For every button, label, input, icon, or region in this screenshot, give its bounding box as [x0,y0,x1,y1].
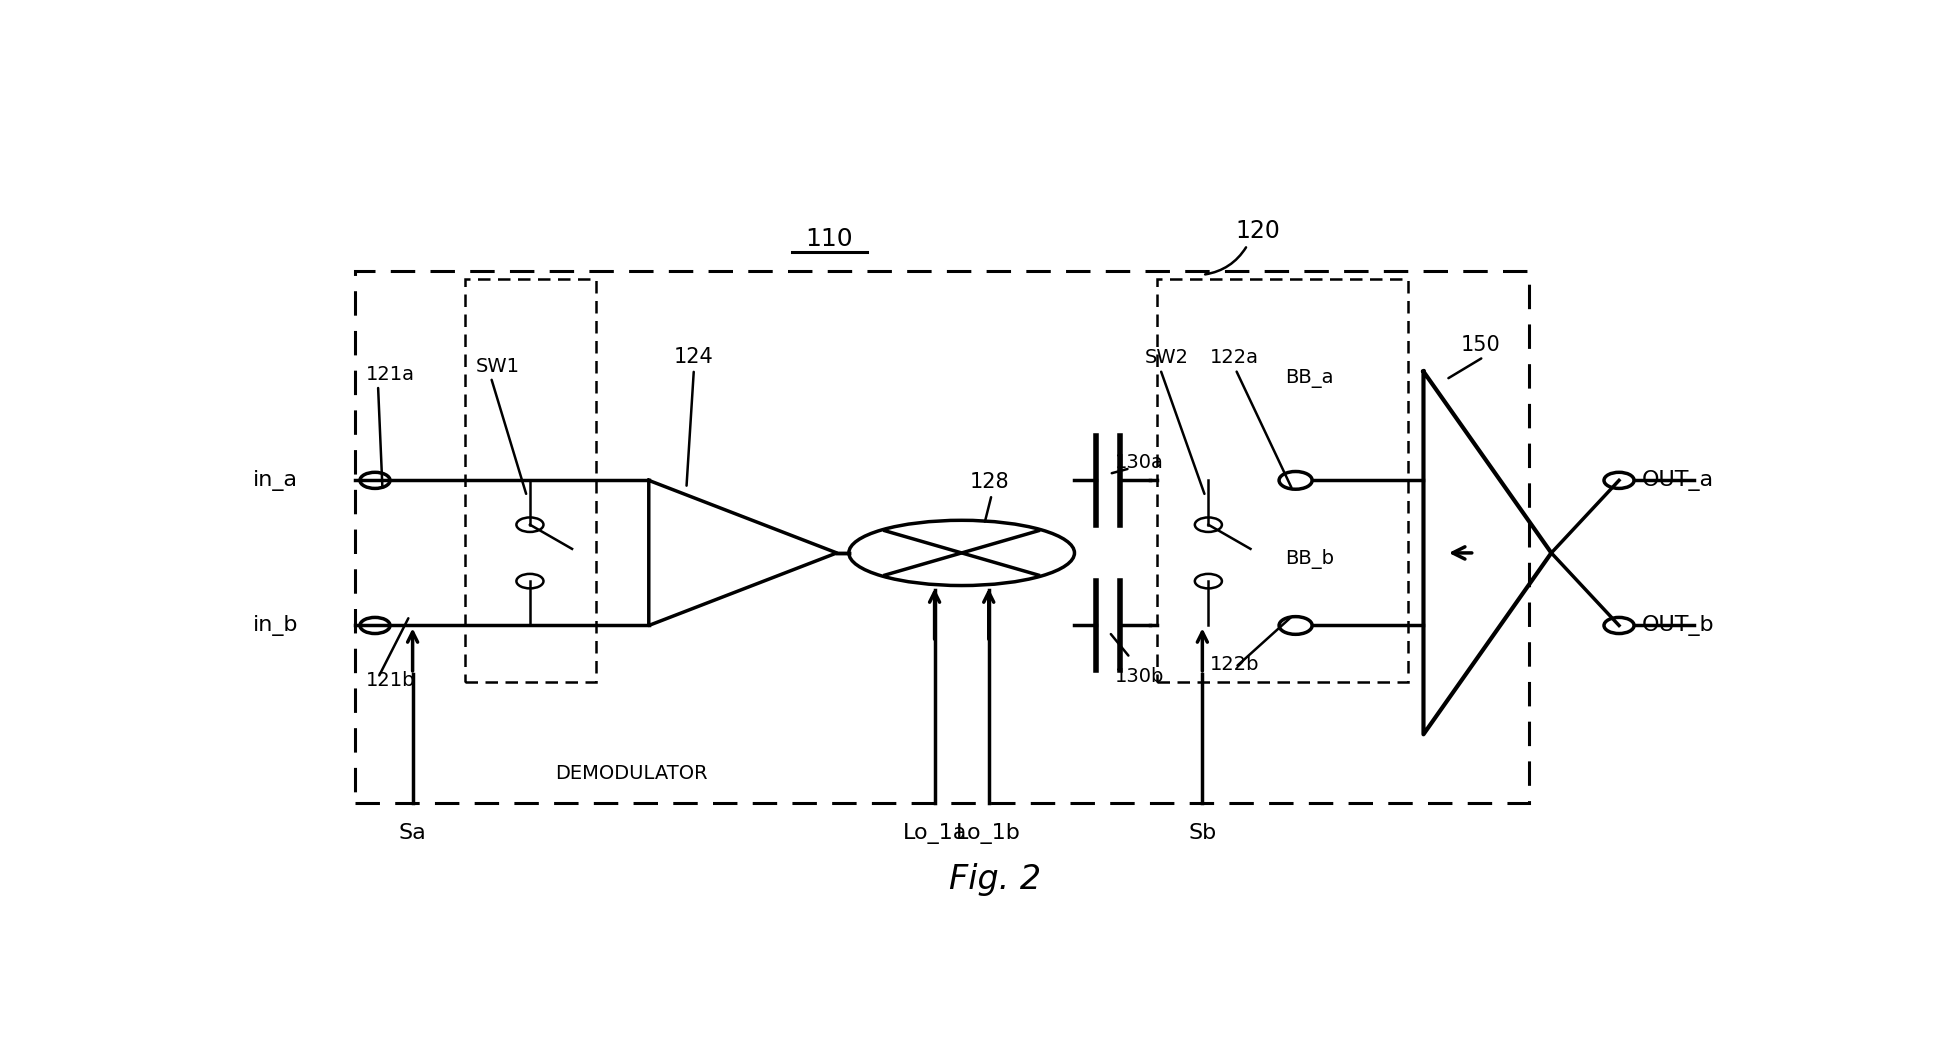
Text: 130a: 130a [1114,453,1165,472]
Text: 120: 120 [1236,219,1281,243]
Text: Sa: Sa [398,823,427,843]
Text: BB_b: BB_b [1285,549,1333,570]
Text: 124: 124 [674,348,714,367]
Text: 121a: 121a [367,364,415,383]
Text: OUT_b: OUT_b [1642,615,1714,636]
Text: 130b: 130b [1114,667,1165,686]
Text: Fig. 2: Fig. 2 [949,863,1040,895]
Text: 128: 128 [969,472,1009,492]
Text: in_b: in_b [252,615,299,636]
Text: Lo_1a: Lo_1a [903,823,967,844]
Text: DEMODULATOR: DEMODULATOR [555,763,708,783]
Text: 122a: 122a [1209,349,1260,367]
Text: 110: 110 [806,226,854,250]
Text: SW2: SW2 [1145,349,1190,367]
Text: Sb: Sb [1188,823,1217,843]
Text: 121b: 121b [367,671,415,690]
Text: OUT_a: OUT_a [1642,470,1714,491]
Text: BB_a: BB_a [1285,369,1333,387]
Text: 122b: 122b [1209,654,1260,674]
Text: 150: 150 [1462,335,1500,355]
Text: Lo_1b: Lo_1b [957,823,1021,844]
Text: SW1: SW1 [476,357,520,376]
Text: in_a: in_a [252,470,299,491]
